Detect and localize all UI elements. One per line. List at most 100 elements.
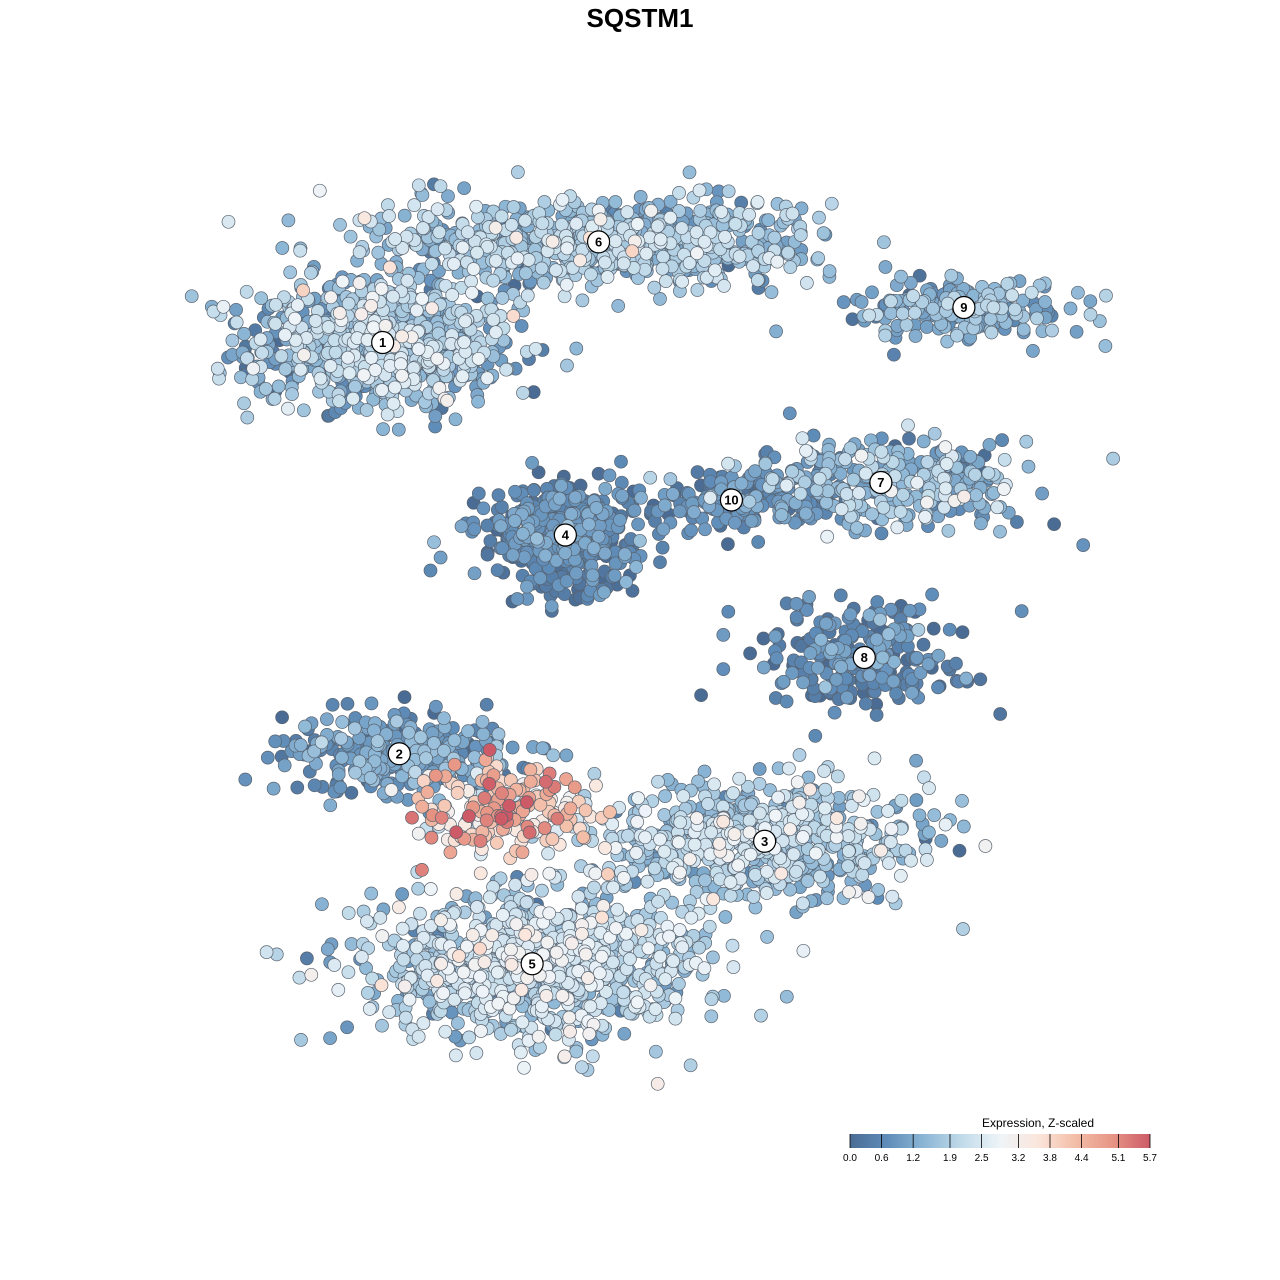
cell-point — [429, 699, 443, 714]
cell-point — [321, 320, 336, 334]
cell-point — [668, 1011, 683, 1026]
cell-point — [810, 660, 825, 675]
cell-point — [419, 751, 433, 766]
cell-point — [615, 488, 629, 503]
cell-point — [1038, 295, 1052, 309]
cell-point — [548, 1027, 563, 1042]
cell-point — [746, 890, 761, 904]
cell-point — [756, 660, 771, 675]
cell-point — [893, 868, 908, 883]
cell-point — [335, 715, 350, 729]
cell-point — [690, 283, 705, 297]
cell-point — [221, 214, 236, 229]
cell-point — [623, 952, 637, 966]
cell-point — [841, 859, 855, 873]
cell-point — [633, 190, 648, 204]
cell-point — [467, 566, 482, 581]
cell-point — [315, 897, 329, 912]
cell-point — [726, 786, 740, 800]
cell-point — [956, 819, 971, 834]
cell-point — [283, 265, 298, 280]
cell-point — [293, 738, 308, 752]
cell-point — [702, 919, 717, 934]
cell-point — [846, 472, 861, 487]
cell-point — [364, 886, 379, 901]
cell-point — [300, 951, 314, 966]
cell-point — [340, 696, 355, 711]
cell-point — [761, 213, 776, 227]
cell-point — [335, 750, 349, 765]
cell-point — [619, 575, 633, 589]
cell-point — [433, 550, 448, 565]
cell-point — [491, 488, 506, 502]
cell-point — [516, 526, 530, 541]
cell-point — [375, 1018, 389, 1033]
cell-point — [818, 680, 833, 695]
cell-point — [490, 563, 505, 578]
cell-point — [840, 690, 854, 705]
cell-point — [834, 502, 849, 516]
cell-point — [293, 362, 308, 377]
cell-point — [973, 672, 988, 687]
cell-point — [869, 632, 884, 647]
cell-point — [589, 501, 604, 515]
cell-point — [882, 856, 896, 871]
cell-point — [427, 535, 441, 550]
cell-point — [986, 300, 1001, 315]
cell-point — [721, 456, 735, 471]
cell-point — [995, 433, 1009, 447]
cell-point — [663, 210, 678, 225]
cell-point — [586, 541, 601, 556]
cell-point — [364, 696, 379, 711]
cell-point — [878, 328, 893, 343]
cell-point — [767, 230, 782, 245]
cell-point — [811, 251, 826, 265]
cell-point — [528, 341, 543, 356]
cell-point — [955, 793, 969, 808]
cell-point — [438, 1024, 453, 1039]
cell-point — [304, 266, 318, 280]
cell-point — [764, 285, 779, 299]
cell-point — [470, 245, 484, 260]
cell-point — [647, 280, 662, 295]
cell-point — [752, 806, 767, 821]
cell-point — [974, 516, 988, 531]
cell-point — [896, 487, 910, 502]
cell-point — [812, 471, 827, 486]
cell-point — [479, 697, 494, 712]
cell-point — [1099, 288, 1113, 303]
cell-point — [323, 798, 338, 813]
cell-point — [754, 1008, 768, 1023]
cell-point — [993, 524, 1007, 539]
cell-point — [769, 651, 784, 666]
cell-point — [328, 345, 343, 360]
cell-point — [659, 274, 673, 288]
cell-point — [829, 672, 844, 687]
cell-point — [281, 401, 295, 416]
cell-point — [703, 490, 718, 505]
cell-point — [1035, 486, 1049, 501]
cell-point — [520, 579, 534, 594]
cell-point — [281, 213, 296, 228]
cell-point — [883, 306, 898, 320]
cell-point — [949, 656, 963, 671]
cell-point — [830, 769, 845, 784]
cell-point — [515, 1015, 530, 1030]
cell-point — [742, 494, 757, 509]
cell-point — [656, 522, 671, 537]
cell-point — [397, 690, 412, 704]
cell-point — [824, 642, 839, 657]
cell-point — [451, 1016, 465, 1031]
cell-point — [808, 729, 823, 743]
cell-point — [475, 714, 490, 729]
cell-point — [640, 874, 655, 889]
cell-point — [968, 467, 982, 482]
cell-point — [360, 914, 374, 929]
cell-point — [922, 825, 936, 840]
cell-point — [653, 232, 668, 247]
cell-point — [343, 229, 358, 244]
cell-point — [397, 208, 412, 223]
cell-point — [294, 1033, 308, 1047]
cell-point — [292, 970, 307, 985]
